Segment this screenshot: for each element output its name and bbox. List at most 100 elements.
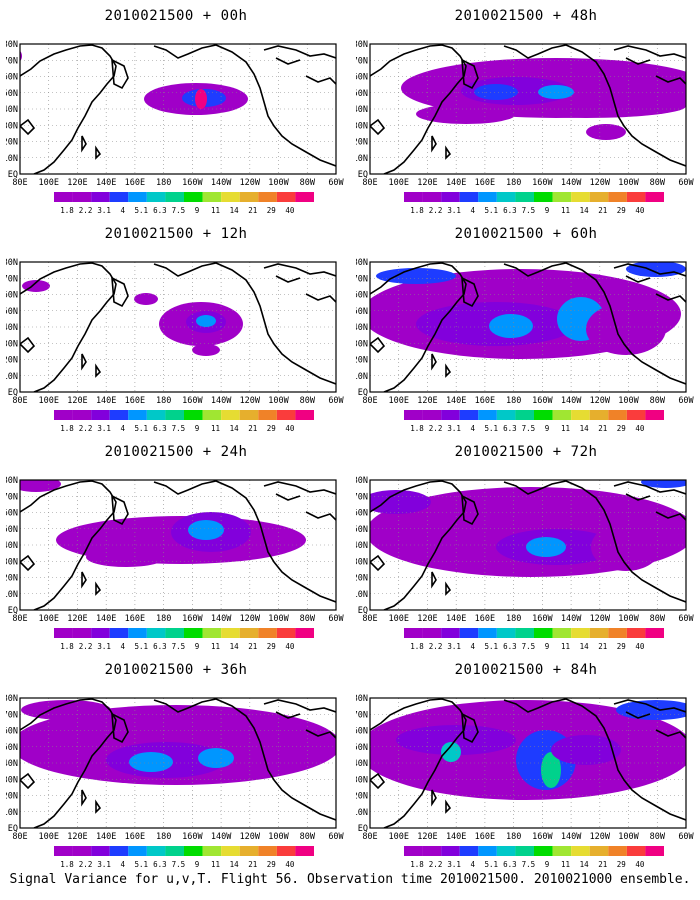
colorbar-swatch	[459, 192, 479, 202]
colorbar-swatch	[239, 846, 259, 856]
map-frame	[19, 697, 337, 829]
lat-tick-label: 10N	[356, 372, 368, 382]
lat-tick-label: 60N	[6, 291, 18, 301]
colorbar-swatch	[589, 410, 609, 420]
colorbar-tick-label: 11	[211, 206, 220, 215]
colorbar-swatch	[258, 410, 277, 420]
colorbar-tick-label: 4	[470, 424, 475, 433]
colorbar-tick-label: 9	[195, 860, 200, 869]
colorbar-tick-label: 14	[230, 860, 240, 869]
colorbar-swatch	[165, 628, 184, 638]
lon-tick-label: 140E	[446, 832, 466, 842]
colorbar-swatch	[54, 410, 73, 420]
colorbar-swatch	[295, 628, 314, 638]
colorbar-tick-label: 3.1	[97, 642, 111, 651]
lon-tick-label: 120E	[67, 396, 87, 406]
colorbar-tick-label: 6.3	[153, 206, 167, 215]
lon-tick-label: 180	[156, 614, 171, 624]
colorbar-tick-label: 40	[635, 424, 645, 433]
colorbar-swatch	[184, 846, 203, 856]
variance-contour	[195, 89, 207, 109]
lat-tick-label: 20N	[6, 574, 18, 584]
colorbar-tick-label: 14	[580, 642, 590, 651]
lon-tick-label: 160W	[182, 178, 203, 188]
lon-tick-label: 140W	[561, 614, 582, 624]
lon-tick-label: 180	[156, 832, 171, 842]
coastlines	[20, 480, 336, 610]
colorbar-tick-label: 29	[267, 206, 276, 215]
lon-tick-label: 80W	[650, 396, 666, 406]
variance-contour	[416, 104, 516, 124]
colorbar-tick-label: 7.5	[522, 642, 536, 651]
colorbar-swatch	[571, 410, 590, 420]
lon-tick-label: 100W	[618, 178, 639, 188]
variance-contour	[602, 70, 682, 90]
colorbar-swatch	[128, 846, 147, 856]
colorbar-tick-label: 7.5	[172, 642, 186, 651]
colorbar-tick-label: 4	[470, 860, 475, 869]
colorbar-tick-label: 9	[195, 642, 200, 651]
colorbar-swatch	[202, 192, 222, 202]
colorbar-tick-label: 1.8	[410, 206, 424, 215]
coastlines	[370, 698, 686, 828]
colorbar-tick-label: 4	[470, 206, 475, 215]
lon-tick-label: 140W	[561, 178, 582, 188]
colorbar: 1.8 2.2 3.1 4 5.1 6.3 7.5 9 11 14 21 29 40	[54, 192, 314, 215]
lat-tick-label: 60N	[356, 727, 368, 737]
lat-tick-label: 10N	[6, 154, 18, 164]
lon-tick-label: 60W	[678, 178, 694, 188]
colorbar-swatch	[165, 192, 184, 202]
variance-field	[370, 700, 686, 800]
colorbar-swatch	[478, 846, 497, 856]
colorbar-swatch	[91, 846, 110, 856]
colorbar-tick-label: 7.5	[522, 206, 536, 215]
lat-tick-label: EQ	[8, 170, 18, 180]
lon-tick-label: 80E	[362, 396, 377, 406]
lon-tick-label: 60W	[328, 396, 344, 406]
variance-map: EQ 10N 20N 30N 40N 50N 60N 70N 80N 80E 100E 120E 140…	[356, 476, 695, 624]
colorbar-tick-label: 5.1	[485, 206, 499, 215]
lon-tick-label: 100W	[268, 832, 289, 842]
colorbar-tick-label: 7.5	[172, 860, 186, 869]
colorbar-tick-label: 3.1	[447, 642, 461, 651]
variance-field	[22, 280, 243, 356]
map-frame	[369, 261, 687, 393]
lon-tick-label: 140W	[211, 396, 232, 406]
colorbar-tick-label: 3.1	[97, 860, 111, 869]
lon-tick-label: 180	[506, 396, 521, 406]
lon-tick-label: 60W	[328, 832, 344, 842]
lon-tick-label: 100E	[38, 178, 58, 188]
variance-contour	[538, 85, 574, 99]
colorbar-swatch	[534, 192, 553, 202]
colorbar-tick-label: 2.2	[429, 424, 443, 433]
lon-tick-label: 140E	[96, 832, 116, 842]
lat-tick-label: 70N	[356, 274, 368, 284]
coastlines	[20, 44, 336, 174]
colorbar-swatch	[109, 628, 129, 638]
colorbar-tick-label: 2.2	[79, 206, 93, 215]
lon-tick-label: 120W	[240, 178, 261, 188]
colorbar-tick-label: 5.1	[135, 642, 149, 651]
lat-tick-label: 10N	[356, 808, 368, 818]
colorbar-tick-label: 7.5	[172, 424, 186, 433]
lat-tick-label: 10N	[6, 372, 18, 382]
variance-contour	[626, 262, 686, 277]
lon-tick-label: 140W	[561, 396, 582, 406]
colorbar-swatch	[404, 410, 423, 420]
map-frame	[369, 479, 687, 611]
lon-tick-label: 120W	[590, 396, 611, 406]
lat-tick-label: 40N	[6, 541, 18, 551]
colorbar-swatch	[608, 846, 627, 856]
colorbar-swatch	[571, 628, 590, 638]
colorbar-tick-label: 9	[545, 642, 550, 651]
colorbar-tick-label: 7.5	[522, 860, 536, 869]
lat-tick-label: 80N	[356, 476, 368, 486]
colorbar-tick-label: 4	[120, 206, 125, 215]
lat-tick-label: 20N	[356, 574, 368, 584]
colorbar: 1.8 2.2 3.1 4 5.1 6.3 7.5 9 11 14 21 29 40	[404, 846, 664, 869]
variance-contour	[370, 490, 431, 514]
colorbar-swatch	[54, 192, 73, 202]
lat-tick-label: 60N	[6, 509, 18, 519]
lat-tick-label: 70N	[6, 710, 18, 720]
variance-map: EQ 10N 20N 30N 40N 50N 60N 70N 80N 80E 100E 120E 140…	[356, 694, 695, 842]
